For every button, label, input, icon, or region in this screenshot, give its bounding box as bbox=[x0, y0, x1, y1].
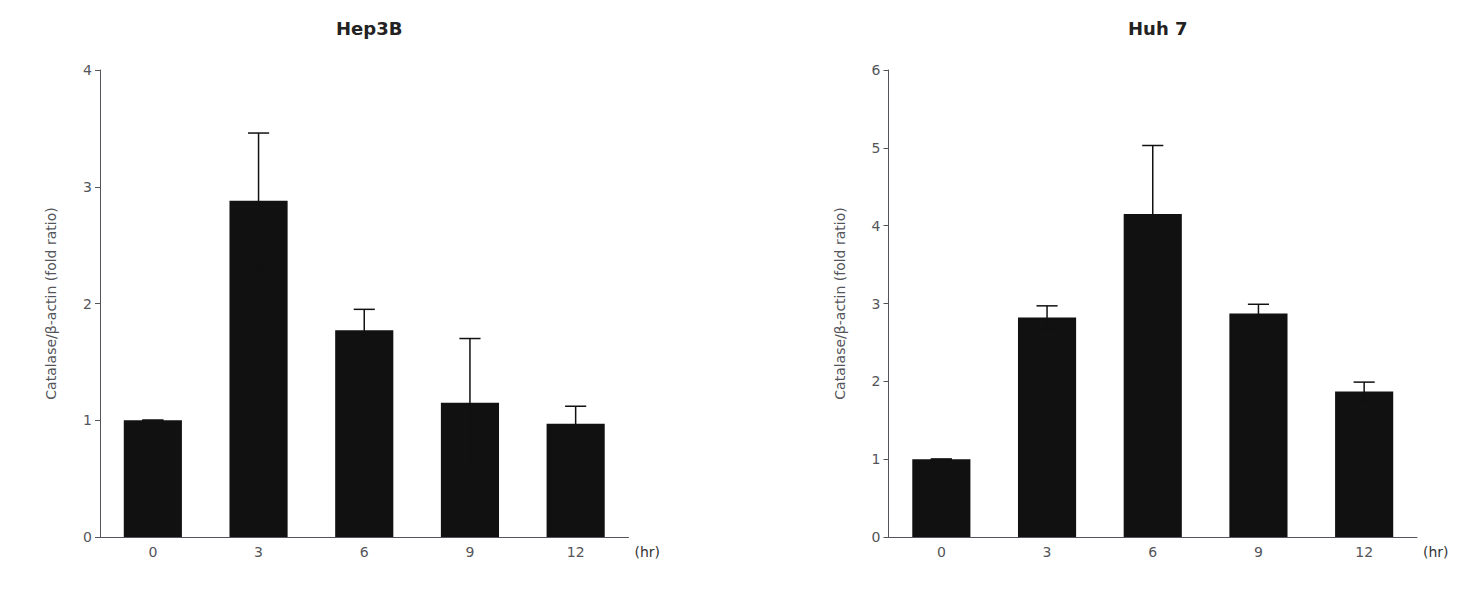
svg-text:Huh 7: Huh 7 bbox=[1128, 18, 1187, 39]
svg-text:Catalase/β-actin (fold ratio): Catalase/β-actin (fold ratio) bbox=[832, 207, 848, 399]
svg-text:3: 3 bbox=[83, 179, 92, 195]
svg-text:4: 4 bbox=[83, 62, 92, 78]
svg-text:2: 2 bbox=[872, 373, 881, 389]
svg-text:9: 9 bbox=[1254, 544, 1263, 560]
svg-text:1: 1 bbox=[872, 451, 881, 467]
svg-text:0: 0 bbox=[937, 544, 946, 560]
svg-text:6: 6 bbox=[1148, 544, 1157, 560]
svg-text:12: 12 bbox=[1355, 544, 1373, 560]
svg-text:12: 12 bbox=[567, 544, 585, 560]
svg-text:3: 3 bbox=[254, 544, 263, 560]
svg-text:9: 9 bbox=[465, 544, 474, 560]
svg-text:6: 6 bbox=[360, 544, 369, 560]
svg-text:1: 1 bbox=[83, 412, 92, 428]
svg-text:(hr): (hr) bbox=[635, 544, 661, 560]
svg-text:2: 2 bbox=[83, 296, 92, 312]
svg-text:0: 0 bbox=[872, 529, 881, 545]
svg-text:3: 3 bbox=[872, 296, 881, 312]
svg-text:0: 0 bbox=[148, 544, 157, 560]
svg-text:0: 0 bbox=[83, 529, 92, 545]
svg-text:5: 5 bbox=[872, 140, 881, 156]
svg-text:4: 4 bbox=[872, 218, 881, 234]
svg-text:6: 6 bbox=[872, 62, 881, 78]
svg-text:Catalase/β-actin (fold ratio): Catalase/β-actin (fold ratio) bbox=[43, 207, 59, 399]
svg-text:3: 3 bbox=[1043, 544, 1052, 560]
svg-text:Hep3B: Hep3B bbox=[336, 18, 402, 39]
svg-text:(hr): (hr) bbox=[1423, 544, 1449, 560]
